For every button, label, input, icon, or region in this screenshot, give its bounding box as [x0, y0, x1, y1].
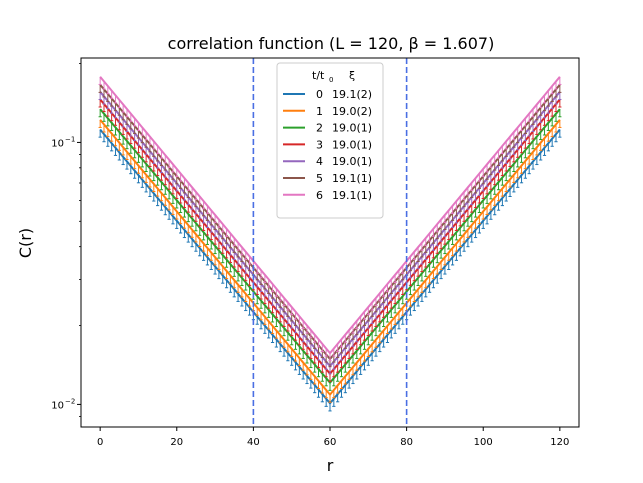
- legend-entry-2: 2 19.0(1): [283, 122, 372, 135]
- legend-entry-4: 4 19.0(1): [283, 155, 372, 168]
- legend-entry-0: 0 19.1(2): [283, 88, 372, 101]
- legend-series-name: 6: [316, 189, 323, 202]
- x-axis: 0 20 40 60 80 100 120: [97, 427, 569, 448]
- x-tick-label: 0: [97, 437, 103, 448]
- legend-series-name: 1: [316, 105, 323, 118]
- legend-series-xi: 19.1(1): [332, 172, 372, 185]
- legend-series-name: 2: [316, 122, 323, 135]
- legend-series-xi: 19.1(1): [332, 189, 372, 202]
- legend-series-name: 5: [316, 172, 323, 185]
- series-2: [98, 108, 562, 391]
- legend-header-xi: ξ: [349, 69, 355, 82]
- x-axis-label: r: [327, 456, 334, 475]
- legend-series-xi: 19.0(1): [332, 138, 372, 151]
- legend-header-time: t/t: [312, 69, 325, 82]
- legend-entry-1: 1 19.0(2): [283, 105, 372, 118]
- legend-series-xi: 19.0(1): [332, 122, 372, 135]
- series-0: [98, 128, 562, 412]
- legend-entry-6: 6 19.1(1): [283, 189, 372, 202]
- legend-series-xi: 19.0(1): [332, 155, 372, 168]
- legend-header-time-subscript: 0: [329, 76, 333, 84]
- legend-entry-5: 5 19.1(1): [283, 172, 372, 185]
- plot-area: [98, 58, 562, 427]
- y-axis: 10−210−1: [51, 63, 81, 417]
- x-tick-label: 20: [170, 437, 183, 448]
- legend-series-name: 0: [316, 88, 323, 101]
- legend-series-name: 4: [316, 155, 323, 168]
- series-1: [98, 119, 562, 403]
- legend-series-xi: 19.1(2): [332, 88, 372, 101]
- series-line-1: [99, 119, 561, 397]
- legend-entry-3: 3 19.0(1): [283, 138, 372, 151]
- legend-series-name: 3: [316, 138, 323, 151]
- legend-box: [276, 62, 384, 219]
- y-axis-label: C(r): [16, 228, 35, 258]
- x-tick-label: 100: [474, 437, 493, 448]
- x-tick-label: 80: [400, 437, 413, 448]
- x-tick-label: 120: [550, 437, 569, 448]
- y-tick-label: 10: [51, 138, 64, 149]
- chart-title: correlation function (L = 120, β = 1.607…: [168, 34, 495, 53]
- series-6: [98, 76, 562, 362]
- y-tick-label-exponent: −2: [65, 397, 75, 405]
- legend-series-xi: 19.0(2): [332, 105, 372, 118]
- legend: t/t 0 ξ 0 19.1(2) 1 19.0(2) 2 19.0(1) 3 19.0(1) 4 19…: [276, 62, 384, 219]
- y-tick-label: 10: [51, 400, 64, 411]
- x-tick-label: 40: [247, 437, 260, 448]
- x-tick-label: 60: [324, 437, 337, 448]
- y-tick-label-exponent: −1: [65, 135, 75, 143]
